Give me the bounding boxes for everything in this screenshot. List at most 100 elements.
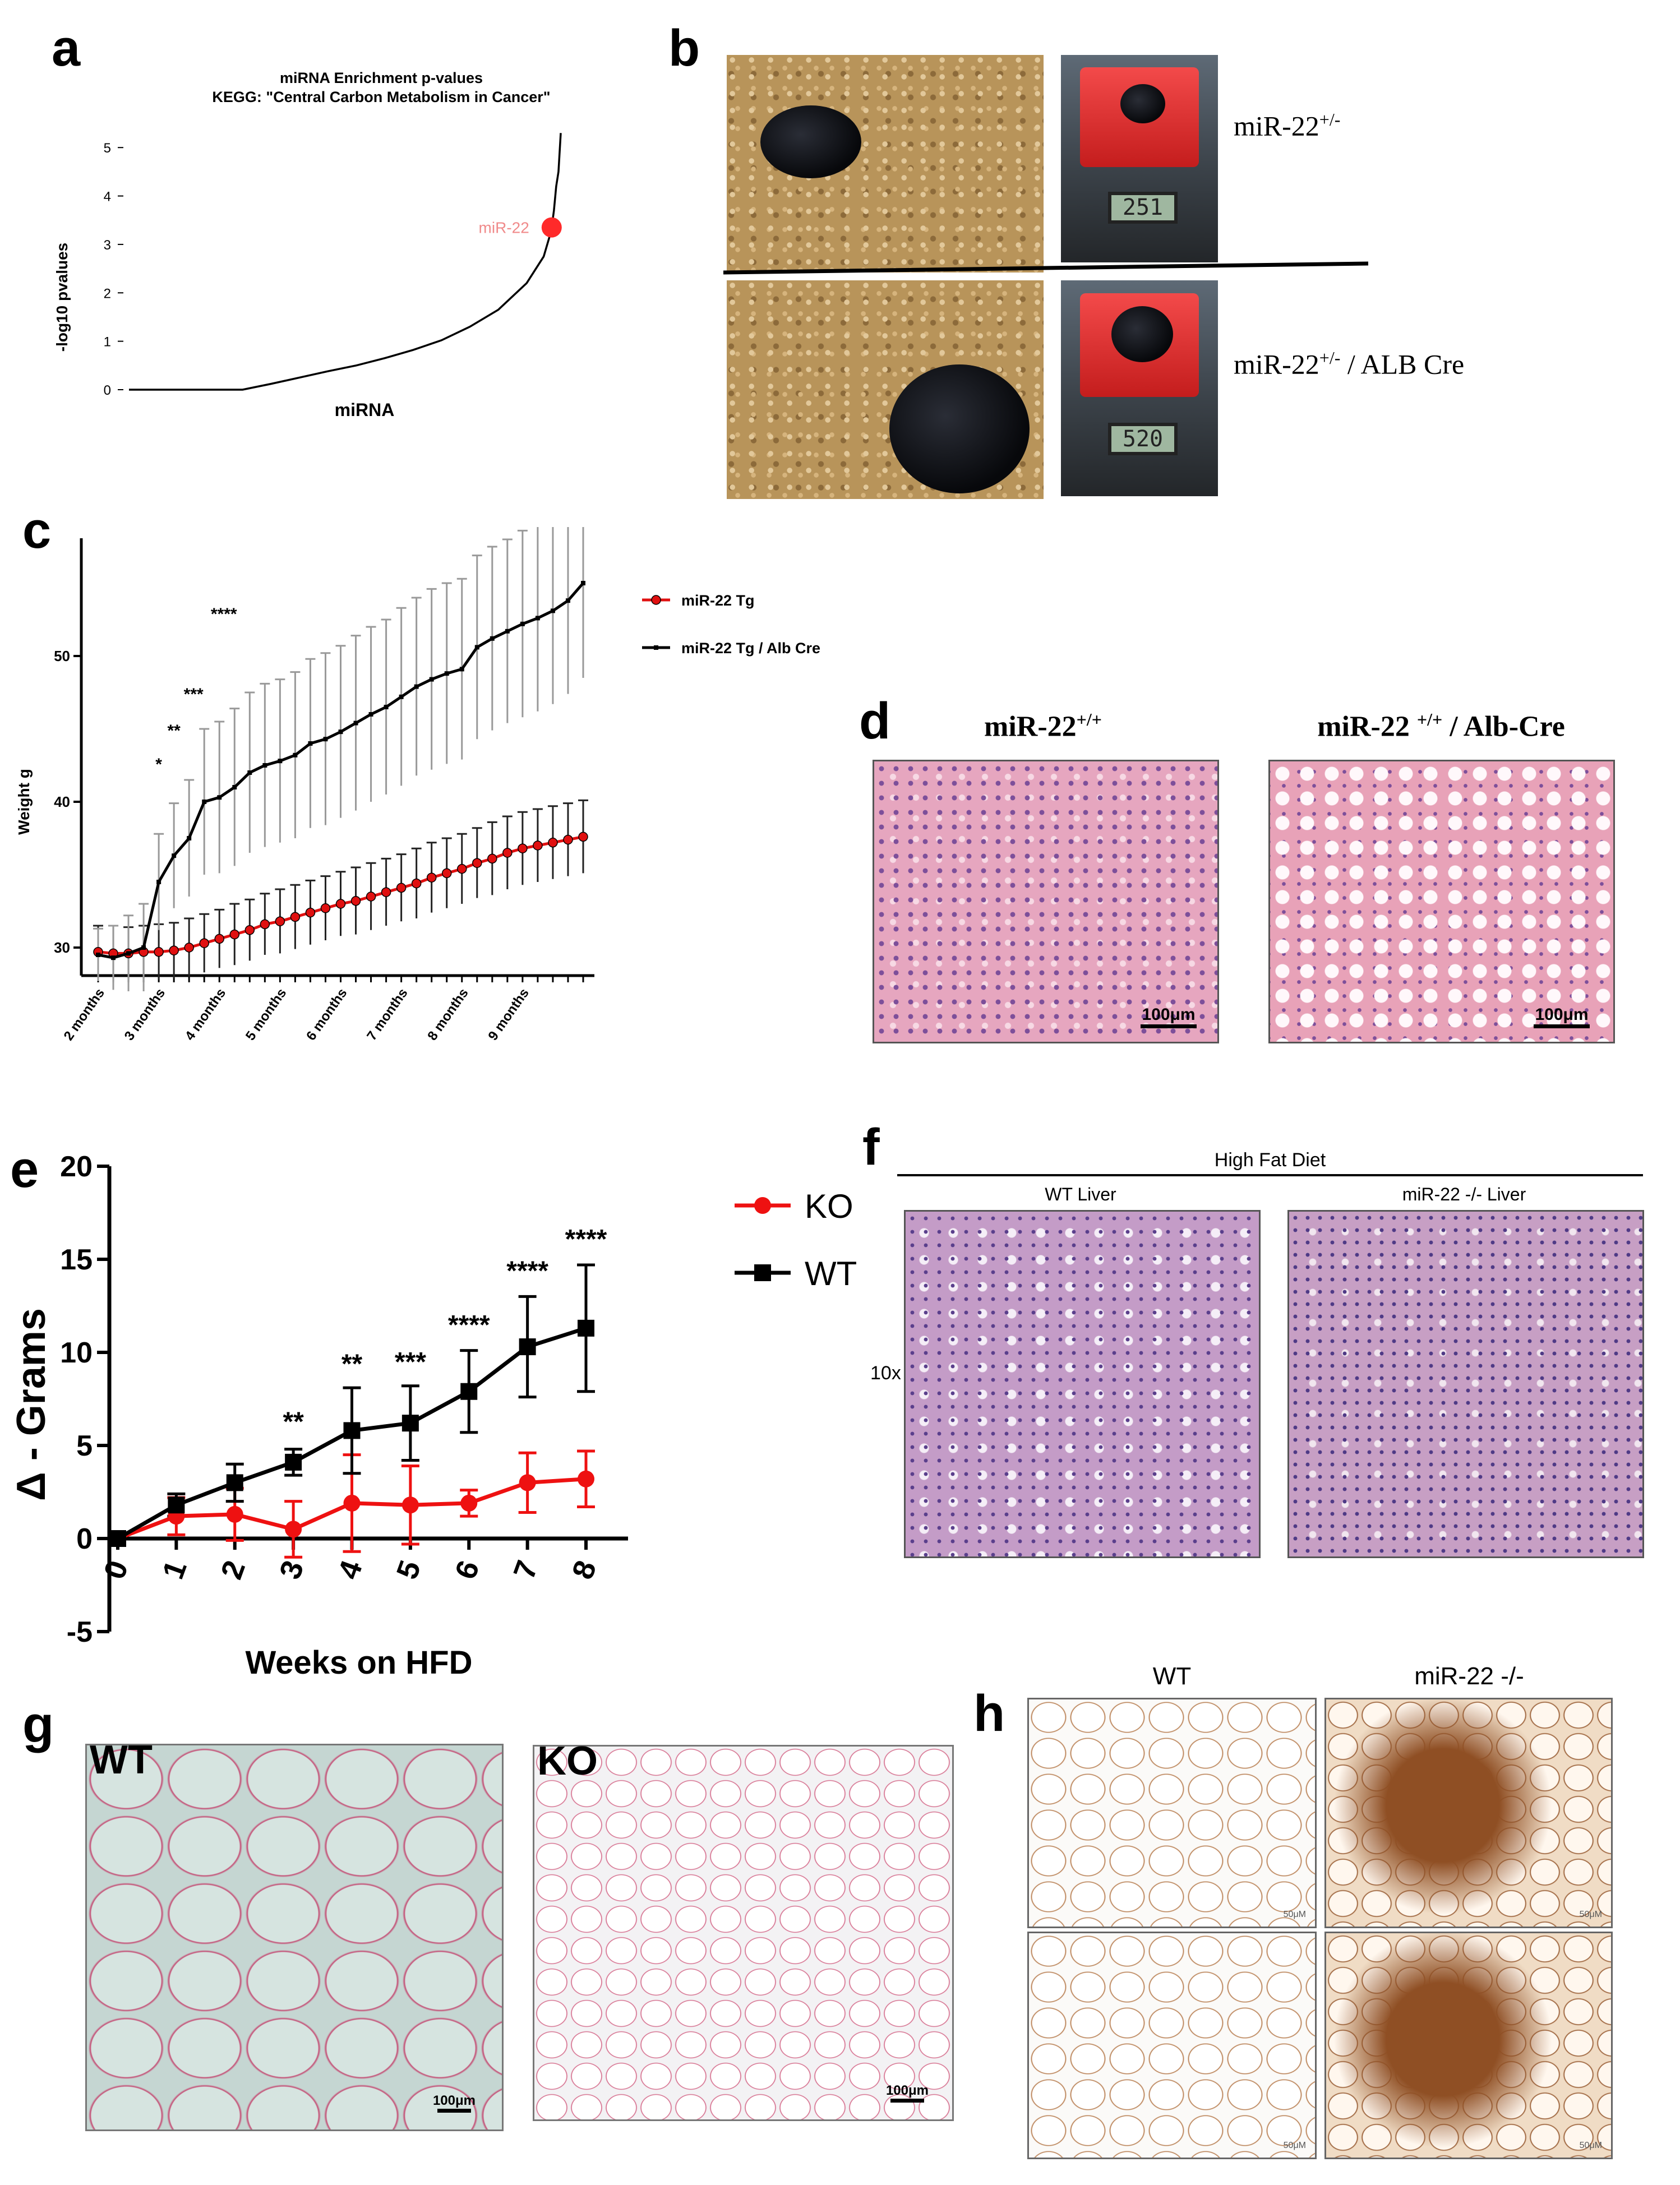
chart-e-xtick-label-1: 1 <box>156 1556 193 1583</box>
chart-c-legend-label-0: miR-22 Tg <box>681 592 755 609</box>
chart-c-point-1-12 <box>278 759 283 764</box>
chart-c-point-0-23 <box>441 868 452 879</box>
chart-e-xtick-label-6: 6 <box>449 1556 486 1583</box>
panel-label-h: h <box>973 1685 1005 1742</box>
chart-c-point-0-31 <box>563 834 573 845</box>
chart-c-point-1-22 <box>429 677 434 682</box>
chart-e-point-0-4 <box>343 1494 361 1512</box>
panel-f-magnification: 10x <box>870 1362 901 1384</box>
panel-label-f: f <box>862 1119 880 1176</box>
chart-c-point-1-28 <box>520 621 525 626</box>
chart-e-ytick-label-1: 0 <box>76 1523 93 1555</box>
chart-c-xtick-label-4: 6 months <box>303 986 350 1043</box>
chart-c-point-0-17 <box>350 896 361 906</box>
chart-e-point-1-6 <box>460 1383 478 1400</box>
chart-c-xtick-label-3: 5 months <box>243 986 289 1043</box>
chart-e-legend-marker-0 <box>754 1197 771 1214</box>
panel-h-left-title: WT <box>1152 1662 1192 1690</box>
chart-c-point-1-15 <box>323 737 328 742</box>
chart-c-xtick-label-1: 3 months <box>122 986 168 1043</box>
photo-mouse-bottom-cage <box>727 280 1044 499</box>
chart-a-ytick-label-3: 3 <box>104 238 111 253</box>
chart-c-point-1-16 <box>338 729 343 735</box>
scalebar-h-4: 50μM <box>1579 2141 1602 2150</box>
scalebar-d-left-label: 100μm <box>1142 1005 1196 1024</box>
chart-c-point-1-27 <box>505 629 510 634</box>
chart-c-point-1-29 <box>535 616 540 621</box>
histology-f-wt-liver <box>904 1210 1261 1558</box>
scalebar-d-right-label: 100μm <box>1535 1005 1589 1024</box>
scalebar-g-left: 100μm <box>423 2093 485 2115</box>
chart-c-point-1-9 <box>232 785 237 789</box>
scalebar-h-3: 50μM <box>1283 2141 1306 2150</box>
chart-c-ytick-label-1: 40 <box>54 793 70 810</box>
chart-c-legend-marker-1 <box>654 645 658 650</box>
scalebar-g-right: 100μm <box>876 2083 938 2105</box>
chart-c-point-0-4 <box>154 947 164 957</box>
chart-c-xtick-label-5: 7 months <box>364 986 410 1043</box>
ihc-h-ko-bottom: 50μM <box>1324 1932 1613 2159</box>
photo-mouse-top-cage <box>727 55 1044 272</box>
chart-c-point-1-0 <box>96 953 100 957</box>
panel-d-left-title: miR-22+/+ <box>984 709 1102 743</box>
chart-c-point-0-30 <box>548 838 558 848</box>
chart-c-point-0-28 <box>518 843 528 853</box>
chart-c-point-0-25 <box>472 858 482 868</box>
chart-e-point-0-7 <box>519 1474 536 1491</box>
scalebar-h-2: 50μM <box>1579 1910 1602 1919</box>
panel-f-header: High Fat Diet <box>1214 1149 1326 1171</box>
chart-c-point-0-26 <box>487 853 497 864</box>
chart-a-title: miRNA Enrichment p-values <box>280 70 483 86</box>
chart-e-xtick-label-7: 7 <box>507 1556 544 1583</box>
scalebar-g-right-label: 100μm <box>885 2083 929 2098</box>
ihc-h-wt-top: 50μM <box>1027 1698 1317 1928</box>
chart-c-xtick-label-6: 8 months <box>424 986 471 1043</box>
panel-label-c: c <box>22 502 52 559</box>
ihc-h-wt-bottom: 50μM <box>1027 1932 1317 2159</box>
chart-e-annotation-2: *** <box>395 1347 426 1377</box>
panel-f-right-title: miR-22 -/- Liver <box>1402 1184 1526 1204</box>
chart-c-point-1-30 <box>550 608 555 613</box>
chart-c-point-1-25 <box>474 645 479 650</box>
chart-a-ytick-label-4: 4 <box>104 190 111 205</box>
scalebar-h-1: 50μM <box>1283 1910 1306 1919</box>
panel-label-b: b <box>668 20 700 77</box>
chart-c-point-1-7 <box>202 800 207 804</box>
scale-display-top: 251 <box>1108 192 1178 224</box>
chart-c-point-1-13 <box>293 752 298 757</box>
chart-c-point-1-1 <box>111 955 116 960</box>
chart-c-point-1-6 <box>187 836 192 840</box>
panel-label-d: d <box>859 692 891 750</box>
chart-e-ytick-label-3: 10 <box>60 1337 93 1369</box>
panel-f-left-title: WT Liver <box>1045 1184 1116 1204</box>
chart-c-point-1-3 <box>141 945 146 950</box>
chart-e-point-0-8 <box>578 1470 594 1488</box>
chart-c-point-1-26 <box>490 636 495 641</box>
chart-c-point-0-22 <box>426 872 437 883</box>
chart-e-ytick-label-2: 5 <box>76 1430 93 1462</box>
chart-e-ytick-label-4: 15 <box>60 1244 93 1276</box>
histology-d-left: 100μm <box>873 760 1219 1043</box>
chart-e-xtick-label-5: 5 <box>390 1556 428 1583</box>
panel-g-wt-label: WT <box>90 1738 153 1782</box>
chart-a-highlight-label: miR-22 <box>479 219 529 237</box>
scalebar-d-right: 100μm <box>1528 1005 1595 1031</box>
genotype-label-top: miR-22+/- <box>1234 109 1341 142</box>
histology-d-right: 100μm <box>1268 760 1615 1043</box>
panel-label-g: g <box>22 1696 54 1753</box>
chart-e-annotation-3: **** <box>448 1310 490 1340</box>
chart-c-point-1-17 <box>353 720 358 726</box>
chart-c-point-1-8 <box>217 795 222 800</box>
chart-c-point-0-11 <box>260 919 270 930</box>
chart-e-ytick-label-5: 20 <box>60 1151 93 1183</box>
chart-a-xlabel: miRNA <box>335 400 395 420</box>
panel-b-divider <box>723 261 1369 275</box>
chart-c-xtick-label-2: 4 months <box>182 986 229 1043</box>
chart-c-xtick-label-0: 2 months <box>61 986 108 1043</box>
chart-e-annotation-5: **** <box>565 1225 607 1254</box>
chart-c-point-0-14 <box>305 907 316 918</box>
chart-c-point-0-18 <box>366 891 376 902</box>
chart-e-point-1-3 <box>285 1453 302 1471</box>
chart-c-point-0-20 <box>396 883 407 893</box>
